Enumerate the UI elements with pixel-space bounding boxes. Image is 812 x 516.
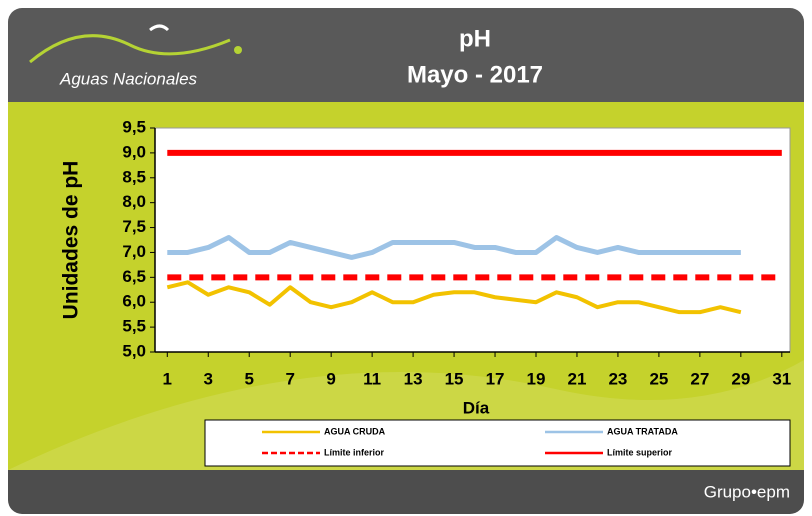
x-tick-label: 19 xyxy=(527,369,546,388)
x-tick-label: 3 xyxy=(204,369,213,388)
y-tick-label: 5,0 xyxy=(122,341,146,360)
legend-label: Límite superior xyxy=(607,447,673,457)
y-tick-label: 9,0 xyxy=(122,142,146,161)
x-tick-label: 13 xyxy=(404,369,423,388)
footer-band xyxy=(8,470,804,514)
brand: Grupo•epm xyxy=(704,482,790,501)
legend-label: AGUA CRUDA xyxy=(324,426,386,436)
x-tick-label: 7 xyxy=(285,369,294,388)
x-tick-label: 1 xyxy=(163,369,172,388)
y-tick-label: 8,0 xyxy=(122,192,146,211)
y-tick-label: 7,0 xyxy=(122,242,146,261)
x-tick-label: 31 xyxy=(772,369,791,388)
legend-label: AGUA TRATADA xyxy=(607,426,678,436)
x-tick-label: 9 xyxy=(326,369,335,388)
plot-area xyxy=(154,127,791,353)
y-tick-label: 6,5 xyxy=(122,267,146,286)
logo-dot xyxy=(234,46,242,54)
y-axis-label: Unidades de pH xyxy=(60,161,83,320)
header-band xyxy=(8,8,804,102)
x-tick-label: 29 xyxy=(731,369,750,388)
chart-title: pH xyxy=(459,25,491,52)
x-tick-label: 27 xyxy=(690,369,709,388)
x-tick-label: 17 xyxy=(486,369,505,388)
x-tick-label: 21 xyxy=(568,369,587,388)
series-line xyxy=(167,235,741,260)
x-tick-label: 11 xyxy=(363,369,381,388)
logo-swoosh xyxy=(149,24,170,32)
logo-text: Aguas Nacionales xyxy=(59,69,198,88)
y-tick-label: 9,5 xyxy=(122,117,146,136)
y-tick-label: 7,5 xyxy=(122,217,146,236)
x-tick-label: 23 xyxy=(608,369,627,388)
y-tick-label: 6,0 xyxy=(122,292,146,311)
x-tick-label: 25 xyxy=(649,369,668,388)
y-tick-label: 5,5 xyxy=(122,317,146,336)
legend-label: Límite inferior xyxy=(324,447,385,457)
series-line xyxy=(166,280,742,315)
x-tick-label: 15 xyxy=(445,369,464,388)
x-tick-label: 5 xyxy=(244,369,253,388)
legend xyxy=(204,419,791,467)
x-axis-label: Día xyxy=(463,398,490,417)
logo-swoosh xyxy=(29,34,231,64)
chart-subtitle: Mayo - 2017 xyxy=(407,61,543,88)
y-tick-label: 8,5 xyxy=(122,167,146,186)
